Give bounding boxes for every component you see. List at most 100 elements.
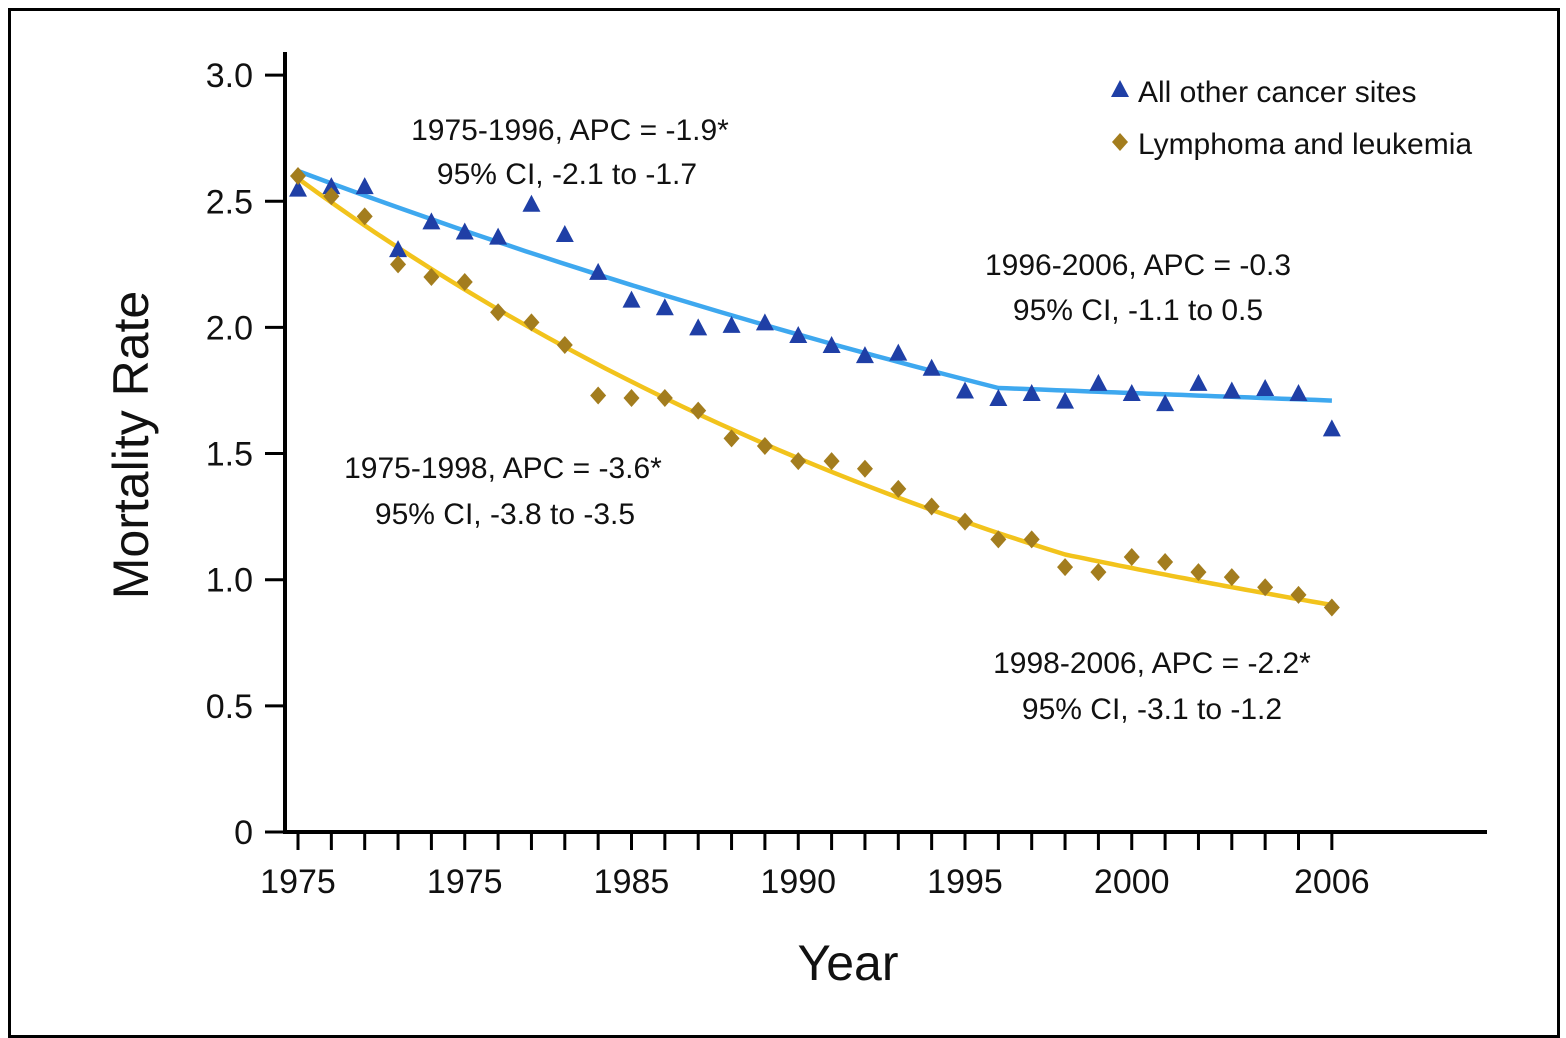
legend-diamond-icon (1112, 133, 1128, 151)
point-other-sites (889, 343, 908, 361)
point-lymphoma-leukemia (1123, 547, 1140, 566)
annotation-line: 1975-1998, APC = -3.6* (344, 452, 662, 485)
y-tick-label: 1.5 (206, 436, 253, 474)
point-lymphoma-leukemia (1223, 568, 1240, 587)
point-lymphoma-leukemia (323, 187, 340, 206)
annotation-line: 95% CI, -2.1 to -1.7 (437, 158, 697, 191)
point-other-sites (489, 227, 508, 245)
point-other-sites (422, 212, 441, 230)
point-other-sites (1056, 391, 1075, 409)
x-tick-label: 1995 (927, 863, 1003, 901)
point-lymphoma-leukemia (656, 389, 673, 408)
annotation-line: 95% CI, -1.1 to 0.5 (1013, 294, 1263, 327)
legend-triangle-icon (1111, 80, 1129, 97)
annotation-line: 1975-1996, APC = -1.9* (411, 114, 729, 147)
point-other-sites (1022, 383, 1041, 401)
point-lymphoma-leukemia (1157, 553, 1174, 572)
point-other-sites (655, 298, 674, 316)
x-tick-label: 1985 (594, 863, 670, 901)
point-lymphoma-leukemia (423, 267, 440, 286)
point-other-sites (322, 177, 341, 195)
annotation-line: 95% CI, -3.1 to -1.2 (1022, 693, 1282, 726)
y-tick-label: 2.0 (206, 309, 253, 347)
y-ticks: 0 0.5 1.0 1.5 2.0 2.5 3.0 (206, 57, 285, 852)
point-lymphoma-leukemia (690, 401, 707, 420)
point-lymphoma-leukemia (1057, 558, 1074, 577)
point-lymphoma-leukemia (756, 436, 773, 455)
point-other-sites (1089, 373, 1108, 391)
x-tick-label: 2006 (1294, 863, 1370, 901)
point-other-sites (289, 179, 307, 197)
point-lymphoma-leukemia (1090, 563, 1107, 582)
point-other-sites (622, 290, 641, 308)
point-lymphoma-leukemia (623, 389, 640, 408)
point-other-sites (1256, 378, 1275, 396)
point-lymphoma-leukemia (923, 497, 940, 516)
point-lymphoma-leukemia (856, 459, 873, 478)
point-other-sites (789, 325, 808, 343)
x-tick-label: 1975 (427, 863, 503, 901)
point-other-sites (389, 240, 408, 258)
point-other-sites (722, 315, 741, 333)
x-ticks: 1975 1975 1985 1990 1995 2000 2006 (260, 832, 1370, 901)
point-lymphoma-leukemia (723, 429, 740, 448)
point-other-sites (1222, 381, 1241, 399)
point-lymphoma-leukemia (1257, 578, 1274, 597)
point-lymphoma-leukemia (823, 452, 840, 471)
point-other-sites (755, 313, 774, 331)
point-lymphoma-leukemia (556, 336, 573, 355)
x-tick-label: 1990 (760, 863, 836, 901)
point-lymphoma-leukemia (990, 530, 1007, 549)
point-lymphoma-leukemia (390, 255, 407, 274)
y-tick-label: 0.5 (206, 688, 253, 726)
y-tick-label: 1.0 (206, 562, 253, 600)
series-layer (289, 167, 1341, 617)
figure-frame (8, 8, 1560, 1038)
point-other-sites (922, 358, 941, 376)
point-lymphoma-leukemia (356, 207, 373, 226)
annotation-gold-1975-1998: 1975-1998, APC = -3.6* 95% CI, -3.8 to -… (344, 452, 662, 531)
point-other-sites (855, 346, 874, 364)
point-other-sites (1289, 383, 1308, 401)
annotation-blue-1996-2006: 1996-2006, APC = -0.3 95% CI, -1.1 to 0.… (985, 249, 1291, 327)
point-lymphoma-leukemia (490, 303, 507, 322)
y-tick-label: 2.5 (206, 183, 253, 221)
point-lymphoma-leukemia (957, 512, 973, 531)
annotation-blue-1975-1996: 1975-1996, APC = -1.9* 95% CI, -2.1 to -… (411, 114, 729, 191)
x-axis-title: Year (797, 935, 898, 991)
point-lymphoma-leukemia (456, 272, 473, 291)
point-other-sites (1189, 373, 1208, 391)
point-other-sites (956, 381, 974, 399)
point-lymphoma-leukemia (1023, 530, 1040, 549)
point-other-sites (522, 194, 541, 212)
x-tick-label: 1975 (260, 863, 336, 901)
point-lymphoma-leukemia (890, 479, 907, 498)
y-axis-title: Mortality Rate (103, 291, 159, 599)
fit-line-other-sites (297, 168, 1332, 403)
y-tick-label: 0 (234, 814, 253, 852)
y-tick-label: 3.0 (206, 57, 253, 95)
point-lymphoma-leukemia (1290, 585, 1307, 604)
fit-line-lymphoma-leukemia (296, 176, 1333, 608)
x-tick-label: 2000 (1094, 863, 1170, 901)
point-lymphoma-leukemia (790, 452, 807, 471)
annotation-line: 1998-2006, APC = -2.2* (993, 647, 1311, 680)
point-lymphoma-leukemia (1190, 563, 1207, 582)
point-other-sites (689, 318, 708, 336)
point-other-sites (989, 389, 1008, 407)
point-other-sites (1122, 383, 1141, 401)
point-other-sites (355, 177, 374, 195)
point-lymphoma-leukemia (523, 313, 540, 332)
point-lymphoma-leukemia (590, 386, 607, 405)
annotation-gold-1998-2006: 1998-2006, APC = -2.2* 95% CI, -3.1 to -… (993, 647, 1311, 726)
point-other-sites (1322, 419, 1341, 437)
point-lymphoma-leukemia (1323, 598, 1340, 617)
annotation-line: 1996-2006, APC = -0.3 (985, 249, 1291, 282)
legend-label-other-sites: All other cancer sites (1138, 76, 1416, 109)
point-lymphoma-leukemia (290, 167, 306, 186)
point-other-sites (1156, 394, 1175, 412)
point-other-sites (455, 222, 474, 240)
annotation-line: 95% CI, -3.8 to -3.5 (375, 498, 635, 531)
legend-label-lymphoma-leukemia: Lymphoma and leukemia (1138, 128, 1472, 161)
